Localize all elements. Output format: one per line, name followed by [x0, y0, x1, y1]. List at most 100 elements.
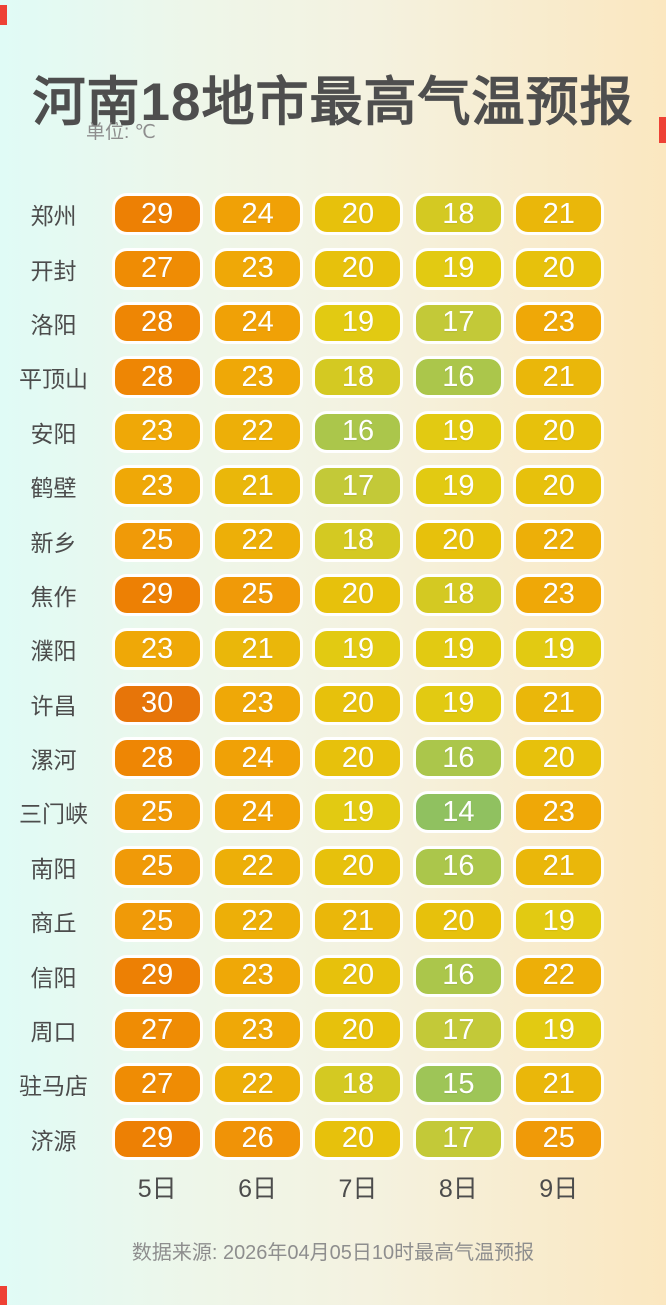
- city-row: 新乡 25 22 18 20 22: [0, 513, 666, 567]
- temp-pill: 19: [412, 410, 504, 453]
- temp-pill: 29: [111, 954, 203, 997]
- temp-cell: 20: [308, 682, 408, 725]
- temp-pill: 18: [412, 573, 504, 616]
- temp-cell: 19: [509, 1009, 609, 1052]
- edge-marker-red-top-left: [0, 5, 7, 25]
- temp-pill: 20: [412, 900, 504, 943]
- temp-pill: 17: [312, 465, 404, 508]
- temp-pill: 16: [312, 410, 404, 453]
- temp-pill: 23: [513, 573, 605, 616]
- city-row: 郑州 29 24 20 18 21: [0, 187, 666, 241]
- day-label: 7日: [338, 1175, 378, 1203]
- city-label: 许昌: [30, 692, 77, 719]
- temp-cell: 19: [408, 410, 508, 453]
- day-label: 9日: [539, 1175, 579, 1203]
- temp-cell: 23: [107, 628, 207, 671]
- temp-cell: 20: [308, 1117, 408, 1160]
- city-row: 洛阳 28 24 19 17 23: [0, 296, 666, 350]
- city-row: 安阳 23 22 16 19 20: [0, 405, 666, 459]
- temp-pill: 23: [212, 1009, 304, 1052]
- temp-pill: 21: [312, 900, 404, 943]
- temp-pill: 18: [312, 356, 404, 399]
- temp-cell: 21: [308, 900, 408, 943]
- temp-pill: 18: [312, 519, 404, 562]
- page-title: 河南18地市最高气温预报: [32, 72, 634, 132]
- city-row: 信阳 29 23 20 16 22: [0, 948, 666, 1002]
- city-row: 南阳 25 22 20 16 21: [0, 840, 666, 894]
- city-label: 新乡: [30, 529, 77, 556]
- temp-cell: 15: [408, 1063, 508, 1106]
- temp-cell: 23: [107, 465, 207, 508]
- temp-cell: 19: [308, 791, 408, 834]
- temp-cell: 17: [408, 301, 508, 344]
- temp-cell: 17: [408, 1009, 508, 1052]
- temp-cell: 20: [408, 519, 508, 562]
- temp-pill: 20: [312, 193, 404, 236]
- temp-pill: 20: [513, 247, 605, 290]
- temp-cell: 19: [509, 628, 609, 671]
- temp-cell: 23: [107, 410, 207, 453]
- temp-cell: 18: [308, 356, 408, 399]
- temp-cell: 23: [509, 573, 609, 616]
- temp-pill: 20: [412, 519, 504, 562]
- temp-pill: 28: [111, 301, 203, 344]
- day-header-row: 5日 6日 7日 8日 9日: [0, 1166, 666, 1208]
- city-row: 周口 27 23 20 17 19: [0, 1003, 666, 1057]
- temp-pill: 20: [312, 954, 404, 997]
- temp-cell: 20: [408, 900, 508, 943]
- temp-cell: 29: [107, 954, 207, 997]
- temp-cell: 29: [107, 573, 207, 616]
- temp-pill: 21: [513, 845, 605, 888]
- temp-pill: 23: [212, 356, 304, 399]
- temp-pill: 19: [412, 247, 504, 290]
- city-label: 洛阳: [30, 311, 77, 338]
- temp-cell: 20: [308, 247, 408, 290]
- temp-pill: 23: [513, 301, 605, 344]
- temp-pill: 28: [111, 356, 203, 399]
- temp-cell: 25: [509, 1117, 609, 1160]
- city-label: 开封: [30, 257, 77, 284]
- city-row: 三门峡 25 24 19 14 23: [0, 785, 666, 839]
- temp-cell: 17: [408, 1117, 508, 1160]
- temp-pill: 17: [412, 1117, 504, 1160]
- temp-cell: 18: [308, 1063, 408, 1106]
- temp-cell: 20: [509, 465, 609, 508]
- temp-pill: 15: [412, 1063, 504, 1106]
- temp-pill: 22: [212, 410, 304, 453]
- temp-pill: 27: [111, 247, 203, 290]
- temp-pill: 22: [513, 519, 605, 562]
- city-label: 驻马店: [19, 1073, 88, 1100]
- temp-cell: 21: [509, 356, 609, 399]
- temp-cell: 25: [107, 791, 207, 834]
- city-row: 濮阳 23 21 19 19 19: [0, 622, 666, 676]
- temp-pill: 16: [412, 356, 504, 399]
- temp-cell: 19: [408, 247, 508, 290]
- temp-cell: 14: [408, 791, 508, 834]
- temp-pill: 19: [513, 628, 605, 671]
- temp-pill: 20: [513, 737, 605, 780]
- temp-pill: 29: [111, 193, 203, 236]
- temp-pill: 19: [312, 628, 404, 671]
- temp-pill: 21: [513, 356, 605, 399]
- city-row: 济源 29 26 20 17 25: [0, 1112, 666, 1166]
- temp-pill: 24: [212, 737, 304, 780]
- temp-cell: 22: [207, 410, 307, 453]
- temp-pill: 23: [111, 465, 203, 508]
- temp-cell: 29: [107, 1117, 207, 1160]
- city-label: 郑州: [30, 203, 77, 230]
- city-label: 信阳: [30, 964, 77, 991]
- temp-pill: 19: [513, 900, 605, 943]
- temp-cell: 21: [509, 845, 609, 888]
- city-row: 鹤壁 23 21 17 19 20: [0, 459, 666, 513]
- temp-pill: 23: [513, 791, 605, 834]
- city-row: 商丘 25 22 21 20 19: [0, 894, 666, 948]
- temp-cell: 23: [207, 356, 307, 399]
- temp-pill: 17: [412, 1009, 504, 1052]
- temp-cell: 25: [207, 573, 307, 616]
- temp-pill: 27: [111, 1009, 203, 1052]
- temp-cell: 23: [207, 1009, 307, 1052]
- temp-pill: 19: [412, 628, 504, 671]
- temp-pill: 20: [312, 1009, 404, 1052]
- temp-cell: 22: [207, 519, 307, 562]
- temp-pill: 23: [111, 410, 203, 453]
